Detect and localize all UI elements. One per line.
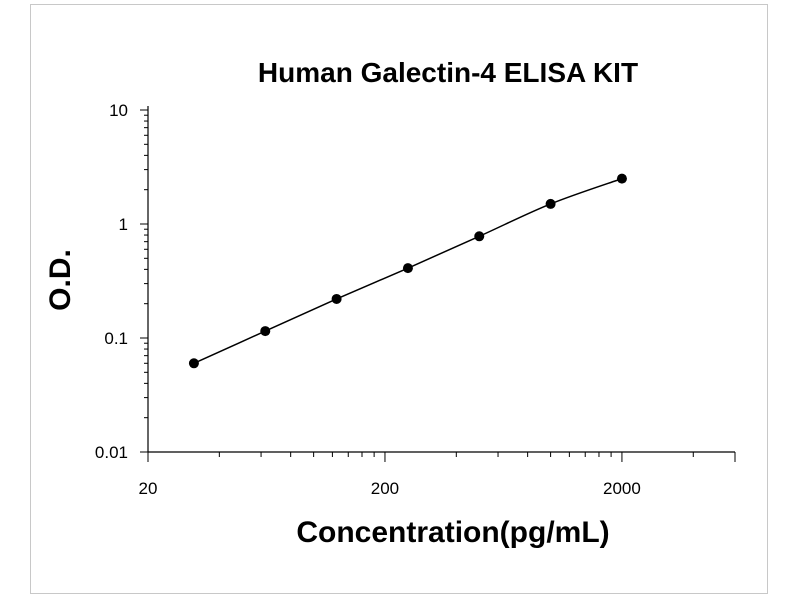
data-points bbox=[188, 173, 627, 369]
data-point bbox=[545, 198, 556, 209]
data-point bbox=[616, 173, 627, 184]
x-tick-label: 20 bbox=[139, 479, 158, 498]
data-point bbox=[402, 263, 413, 274]
tick-labels: 0.01 0.1 1 10 20 200 2000 bbox=[95, 101, 641, 498]
x-tick-label: 200 bbox=[371, 479, 399, 498]
data-point bbox=[474, 231, 485, 242]
y-tick-label: 0.01 bbox=[95, 443, 128, 462]
data-point bbox=[188, 358, 199, 369]
y-tick-label: 10 bbox=[109, 101, 128, 120]
y-tick-label: 0.1 bbox=[104, 329, 128, 348]
data-point bbox=[260, 326, 271, 337]
chart-frame bbox=[30, 4, 768, 594]
chart-title: Human Galectin-4 ELISA KIT bbox=[258, 57, 638, 88]
x-tick-label: 2000 bbox=[603, 479, 641, 498]
ticks bbox=[140, 109, 736, 462]
y-axis-title: O.D. bbox=[44, 249, 77, 311]
data-point bbox=[331, 293, 342, 304]
axes bbox=[147, 106, 735, 453]
x-axis-title: Concentration(pg/mL) bbox=[296, 516, 609, 549]
y-tick-label: 1 bbox=[119, 215, 128, 234]
